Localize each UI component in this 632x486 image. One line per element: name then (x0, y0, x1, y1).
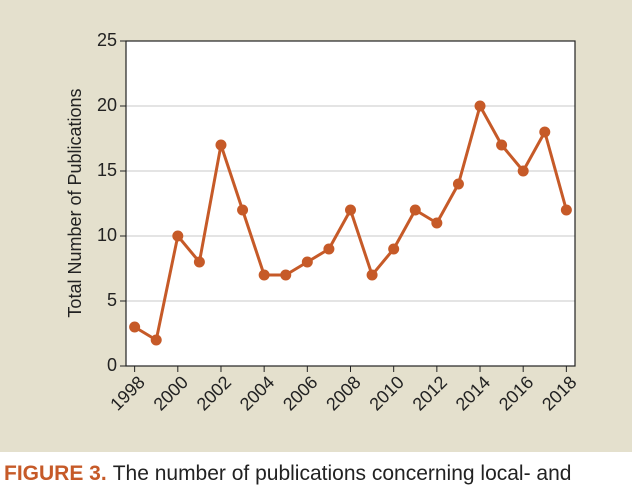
y-tick-label: 20 (97, 95, 117, 115)
y-axis-label: Total Number of Publications (65, 88, 85, 317)
point (452, 178, 464, 190)
point (409, 204, 421, 216)
point (345, 204, 356, 216)
point (129, 321, 141, 333)
point (366, 269, 378, 281)
point (323, 243, 335, 255)
point (172, 230, 184, 242)
caption-label: FIGURE 3. (4, 462, 107, 485)
point (539, 126, 551, 138)
point (258, 269, 270, 281)
y-tick-label: 0 (107, 355, 117, 375)
point (150, 334, 162, 346)
caption-text: The number of publications concerning lo… (113, 462, 572, 485)
point (193, 256, 205, 268)
plot-area (126, 41, 575, 366)
point (474, 100, 486, 112)
y-tick-label: 10 (97, 225, 117, 245)
y-tick-label: 15 (97, 160, 117, 180)
point (388, 243, 400, 255)
point (215, 139, 227, 151)
y-tick-label: 25 (97, 30, 117, 50)
point (560, 204, 572, 216)
plot-frame (125, 40, 576, 367)
y-tick-label: 5 (107, 290, 117, 310)
caption: FIGURE 3. The number of publications conc… (4, 462, 571, 485)
point (280, 269, 292, 281)
point (517, 165, 529, 177)
caption-background (0, 452, 632, 486)
point (431, 217, 443, 229)
point (496, 139, 508, 151)
point (237, 204, 249, 216)
point (301, 256, 313, 268)
